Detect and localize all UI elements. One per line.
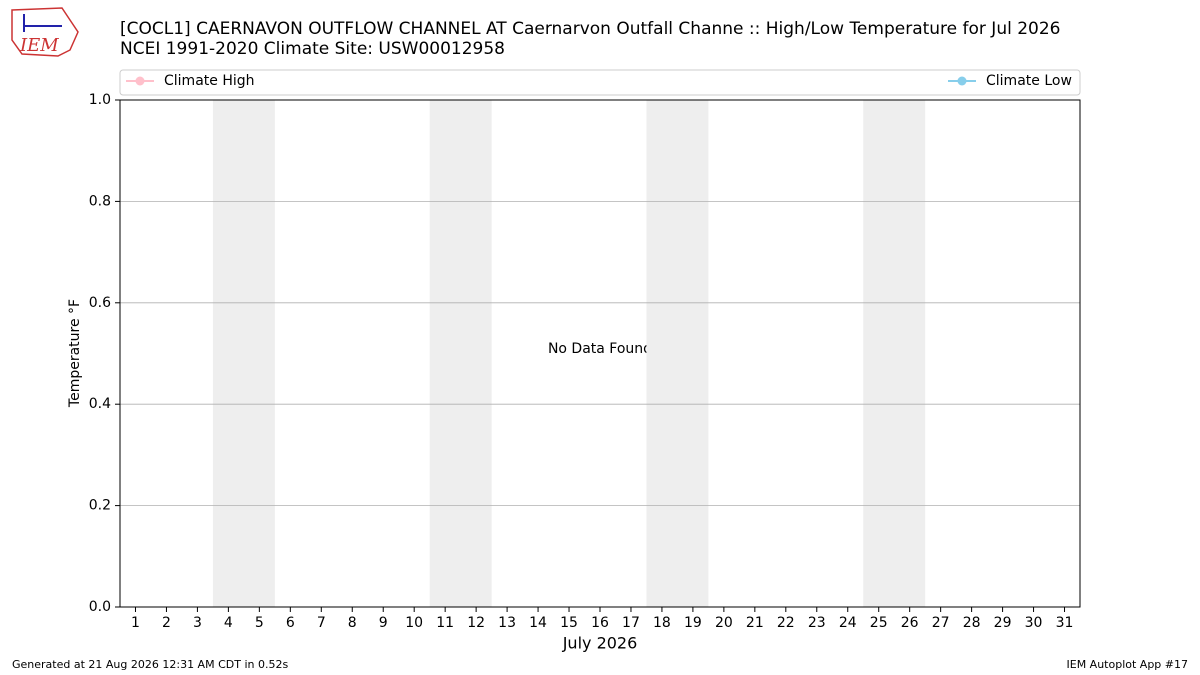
chart-title: [COCL1] CAERNAVON OUTFLOW CHANNEL AT Cae… — [120, 19, 1061, 39]
x-tick-label: 13 — [498, 615, 516, 631]
legend — [119, 69, 1081, 96]
plot-frame — [119, 99, 1081, 608]
x-tick-label: 7 — [317, 615, 326, 631]
x-tick-label: 11 — [436, 615, 454, 631]
x-tick-label: 28 — [963, 615, 981, 631]
x-tick-label: 21 — [746, 615, 764, 631]
logo: IEM — [11, 7, 79, 57]
x-tick-label: 3 — [193, 615, 202, 631]
x-tick-label: 14 — [529, 615, 547, 631]
x-tick-label: 18 — [653, 615, 671, 631]
x-tick-label: 8 — [348, 615, 357, 631]
x-tick-label: 1 — [131, 615, 140, 631]
weekend-band — [429, 100, 492, 607]
weekend-band — [863, 100, 926, 607]
footer-right: IEM Autoplot App #17 — [1067, 658, 1189, 671]
x-axis-label: July 2026 — [562, 634, 638, 653]
x-tick-label: 6 — [286, 615, 295, 631]
x-tick-label: 30 — [1025, 615, 1043, 631]
y-tick-label: 0.8 — [89, 193, 111, 209]
x-tick-label: 12 — [467, 615, 485, 631]
x-tick-label: 5 — [255, 615, 264, 631]
x-tick-label: 20 — [715, 615, 733, 631]
y-tick-label: 0.4 — [89, 396, 111, 412]
x-tick-label: 19 — [684, 615, 702, 631]
legend-marker — [135, 76, 145, 86]
chart-subtitle: NCEI 1991-2020 Climate Site: USW00012958 — [120, 39, 505, 59]
x-tick-label: 22 — [777, 615, 795, 631]
x-tick-label: 24 — [839, 615, 857, 631]
x-tick-label: 26 — [901, 615, 919, 631]
x-tick-label: 4 — [224, 615, 233, 631]
y-axis-label: Temperature °F — [67, 299, 83, 408]
legend-marker — [957, 76, 967, 86]
x-tick-label: 27 — [932, 615, 950, 631]
y-tick-label: 0.0 — [89, 599, 111, 615]
x-tick-label: 9 — [379, 615, 388, 631]
logo-outline — [11, 7, 79, 57]
x-tick-label: 17 — [622, 615, 640, 631]
weekend-band — [212, 100, 275, 607]
x-tick-label: 31 — [1056, 615, 1074, 631]
x-tick-label: 15 — [560, 615, 578, 631]
weekend-band — [646, 100, 709, 607]
y-tick-label: 0.6 — [89, 295, 111, 311]
legend-label: Climate High — [164, 73, 255, 89]
x-tick-label: 23 — [808, 615, 826, 631]
x-tick-label: 25 — [870, 615, 888, 631]
x-tick-label: 29 — [994, 615, 1012, 631]
x-tick-label: 10 — [405, 615, 423, 631]
x-tick-label: 16 — [591, 615, 609, 631]
y-tick-label: 1.0 — [89, 92, 111, 108]
x-tick-label: 2 — [162, 615, 171, 631]
logo-text: IEM — [19, 35, 59, 56]
y-tick-label: 0.2 — [89, 498, 111, 514]
legend-label: Climate Low — [986, 73, 1072, 89]
footer-left: Generated at 21 Aug 2026 12:31 AM CDT in… — [12, 658, 288, 671]
annotation: No Data Found — [548, 341, 652, 357]
